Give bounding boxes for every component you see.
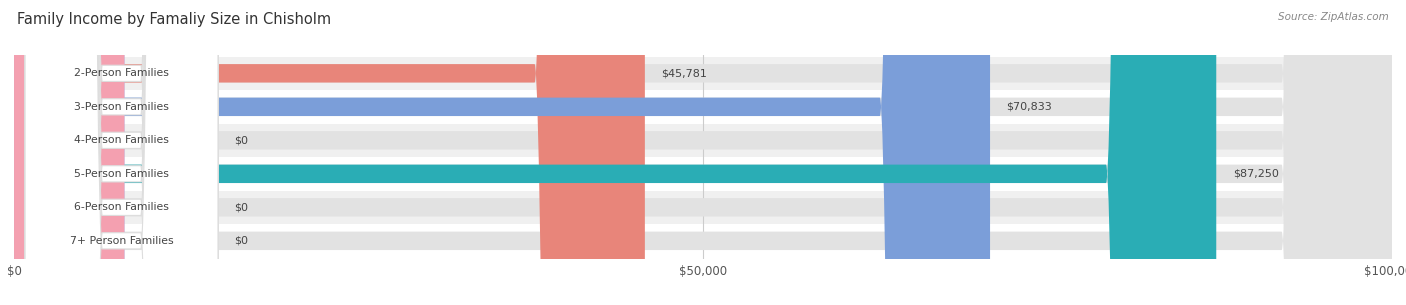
Text: 2-Person Families: 2-Person Families xyxy=(75,68,169,78)
FancyBboxPatch shape xyxy=(14,56,1392,90)
Text: 5-Person Families: 5-Person Families xyxy=(75,169,169,179)
FancyBboxPatch shape xyxy=(14,191,1392,224)
FancyBboxPatch shape xyxy=(14,0,1392,305)
FancyBboxPatch shape xyxy=(14,0,1392,305)
FancyBboxPatch shape xyxy=(25,0,218,305)
FancyBboxPatch shape xyxy=(14,90,1392,124)
Text: $45,781: $45,781 xyxy=(661,68,707,78)
FancyBboxPatch shape xyxy=(25,0,218,305)
FancyBboxPatch shape xyxy=(25,0,218,305)
Text: $70,833: $70,833 xyxy=(1007,102,1052,112)
FancyBboxPatch shape xyxy=(14,0,124,305)
Text: Family Income by Famaliy Size in Chisholm: Family Income by Famaliy Size in Chishol… xyxy=(17,12,330,27)
Text: $0: $0 xyxy=(235,135,249,145)
FancyBboxPatch shape xyxy=(14,224,1392,258)
Text: $0: $0 xyxy=(235,202,249,212)
FancyBboxPatch shape xyxy=(14,0,1392,305)
Text: 7+ Person Families: 7+ Person Families xyxy=(70,236,173,246)
Text: 3-Person Families: 3-Person Families xyxy=(75,102,169,112)
FancyBboxPatch shape xyxy=(14,124,1392,157)
FancyBboxPatch shape xyxy=(14,0,990,305)
Text: 4-Person Families: 4-Person Families xyxy=(75,135,169,145)
FancyBboxPatch shape xyxy=(14,0,1392,305)
FancyBboxPatch shape xyxy=(25,0,218,305)
FancyBboxPatch shape xyxy=(25,0,218,305)
Text: Source: ZipAtlas.com: Source: ZipAtlas.com xyxy=(1278,12,1389,22)
FancyBboxPatch shape xyxy=(14,0,1216,305)
FancyBboxPatch shape xyxy=(14,0,645,305)
Text: $0: $0 xyxy=(235,236,249,246)
FancyBboxPatch shape xyxy=(14,157,1392,191)
FancyBboxPatch shape xyxy=(14,0,124,305)
Text: $87,250: $87,250 xyxy=(1233,169,1278,179)
FancyBboxPatch shape xyxy=(14,0,1392,305)
FancyBboxPatch shape xyxy=(25,0,218,305)
Text: 6-Person Families: 6-Person Families xyxy=(75,202,169,212)
FancyBboxPatch shape xyxy=(14,0,124,305)
FancyBboxPatch shape xyxy=(14,0,1392,305)
